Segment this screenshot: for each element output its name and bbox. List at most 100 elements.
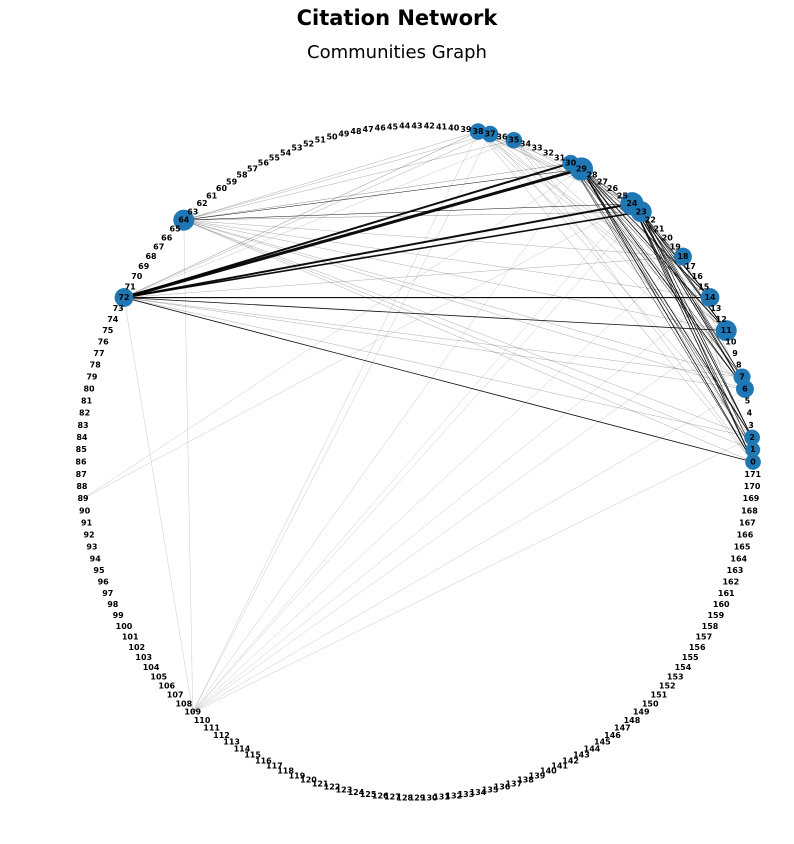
edge-64-2 [183, 219, 753, 438]
edge-24-6 [631, 203, 746, 390]
node-label-7: 7 [739, 373, 745, 382]
edge-18-0 [682, 256, 754, 463]
node-label-105: 105 [150, 672, 167, 681]
node-label-49: 49 [338, 130, 350, 139]
node-label-46: 46 [375, 124, 387, 133]
node-label-64: 64 [178, 216, 190, 225]
node-label-131: 131 [433, 793, 450, 802]
node-label-33: 33 [531, 144, 542, 153]
node-2[interactable] [744, 429, 760, 446]
node-label-59: 59 [226, 177, 238, 186]
edge-layer [82, 131, 754, 713]
edge-23-2 [640, 211, 753, 438]
node-18[interactable] [673, 247, 692, 266]
edge-72-23 [123, 210, 642, 299]
node-label-121: 121 [312, 779, 329, 788]
node-label-36: 36 [496, 132, 508, 141]
edge-64-109 [183, 220, 193, 713]
node-38[interactable] [469, 123, 487, 140]
edge-37-2 [489, 133, 753, 438]
node-label-21: 21 [653, 224, 665, 233]
node-label-84: 84 [76, 433, 88, 442]
edge-64-23 [183, 211, 642, 221]
node-0[interactable] [745, 454, 761, 470]
node-label-67: 67 [153, 243, 164, 252]
node-label-20: 20 [662, 233, 674, 242]
node-72[interactable] [114, 288, 134, 307]
edge-64-37 [183, 133, 491, 221]
node-label-120: 120 [300, 776, 317, 785]
node-label-57: 57 [247, 164, 258, 173]
node-label-165: 165 [734, 542, 751, 551]
node-label-166: 166 [737, 531, 754, 540]
edge-64-1 [183, 219, 753, 450]
label-layer: 0123456789101112131415161718192021222324… [75, 122, 761, 803]
edge-38-24 [477, 131, 632, 204]
node-label-34: 34 [520, 139, 532, 148]
node-label-9: 9 [732, 349, 738, 358]
edge-64-29 [183, 168, 582, 221]
node-label-126: 126 [372, 791, 389, 800]
edge-72-24 [123, 202, 633, 299]
node-label-85: 85 [76, 445, 88, 454]
node-1[interactable] [745, 442, 761, 458]
node-label-54: 54 [280, 148, 292, 157]
node-label-17: 17 [685, 262, 696, 271]
node-label-0: 0 [750, 458, 756, 467]
node-label-83: 83 [77, 421, 88, 430]
edge-72-35 [123, 140, 514, 298]
node-label-74: 74 [107, 315, 119, 324]
node-label-25: 25 [617, 192, 629, 201]
node-label-5: 5 [745, 396, 751, 405]
node-label-31: 31 [554, 153, 566, 162]
node-label-61: 61 [206, 192, 218, 201]
edge-24-109 [192, 203, 633, 713]
node-label-69: 69 [138, 262, 150, 271]
node-label-71: 71 [125, 282, 137, 291]
edge-18-109 [192, 256, 684, 713]
node-label-81: 81 [81, 396, 93, 405]
node-label-138: 138 [517, 776, 534, 785]
node-label-115: 115 [244, 751, 261, 760]
node-label-157: 157 [695, 633, 712, 642]
node-label-124: 124 [348, 788, 365, 797]
node-label-60: 60 [216, 184, 228, 193]
node-label-136: 136 [494, 783, 511, 792]
node-label-162: 162 [722, 578, 739, 587]
node-label-45: 45 [387, 122, 399, 131]
node-label-27: 27 [597, 177, 608, 186]
node-label-141: 141 [551, 762, 568, 771]
edge-29-89 [82, 168, 582, 499]
node-label-13: 13 [710, 304, 721, 313]
node-64[interactable] [173, 209, 195, 231]
node-label-52: 52 [303, 139, 314, 148]
edge-37-11 [489, 133, 727, 331]
node-label-82: 82 [79, 409, 90, 418]
node-35[interactable] [505, 131, 523, 149]
edge-2-109 [192, 437, 753, 713]
node-30[interactable] [562, 154, 579, 172]
node-label-137: 137 [505, 779, 522, 788]
node-label-148: 148 [624, 716, 641, 725]
node-24[interactable] [620, 192, 644, 216]
node-label-41: 41 [436, 122, 448, 131]
node-14[interactable] [700, 288, 720, 307]
node-label-149: 149 [633, 708, 650, 717]
node-label-163: 163 [727, 566, 744, 575]
edge-64-24 [183, 203, 632, 221]
edge-72-109 [123, 297, 193, 713]
node-label-22: 22 [645, 216, 656, 225]
node-label-109: 109 [184, 708, 201, 717]
node-11[interactable] [715, 320, 737, 342]
node-label-167: 167 [739, 519, 756, 528]
node-label-145: 145 [594, 738, 611, 747]
node-label-104: 104 [143, 663, 160, 672]
node-label-28: 28 [586, 171, 598, 180]
node-7[interactable] [733, 368, 751, 386]
node-label-8: 8 [736, 361, 742, 370]
edge-35-0 [513, 140, 754, 463]
edge-14-109 [192, 297, 711, 713]
node-label-156: 156 [689, 643, 706, 652]
node-label-164: 164 [730, 554, 747, 563]
node-label-155: 155 [682, 653, 699, 662]
